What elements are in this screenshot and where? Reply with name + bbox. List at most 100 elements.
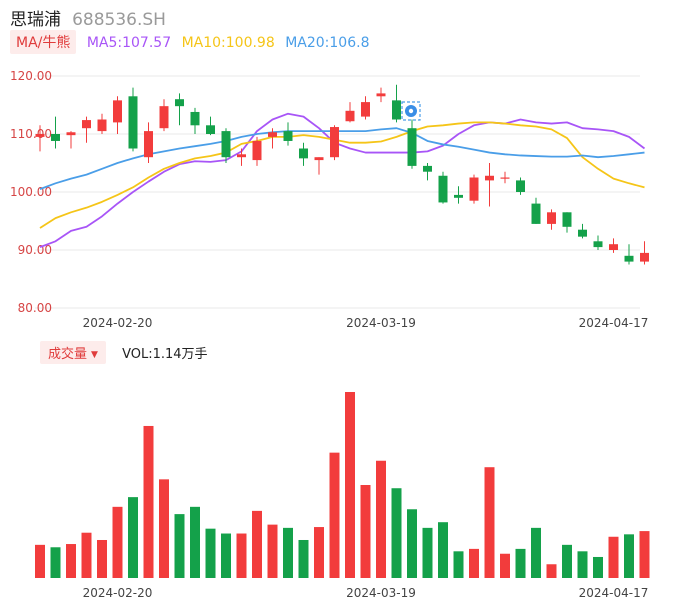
candle-body [423, 165, 432, 172]
volume-bar [236, 533, 247, 578]
candle [159, 99, 169, 132]
volume-bar [562, 544, 572, 578]
volume-date-axis: 2024-02-20 2024-03-19 2024-04-17 [83, 586, 649, 600]
candle [376, 87, 386, 103]
stock-code: 688536.SH [72, 10, 166, 30]
x-tick-label: 2024-04-17 [579, 586, 649, 600]
candle-body [66, 132, 76, 136]
candle [206, 116, 215, 136]
volume-bar [50, 547, 61, 578]
candle [624, 244, 634, 265]
volume-bar [143, 425, 154, 578]
candle [144, 122, 153, 163]
ma10-line [39, 121, 645, 229]
volume-bar [221, 533, 231, 578]
candle [97, 113, 107, 134]
x-tick-label: 2024-04-17 [579, 316, 649, 330]
volume-bar [500, 553, 510, 578]
candle [407, 119, 417, 169]
candle-body [190, 111, 200, 126]
price-grid [35, 75, 640, 309]
volume-bar [97, 539, 107, 578]
candle [469, 174, 479, 204]
candle [562, 212, 572, 233]
volume-bar [546, 564, 557, 578]
candle-body [221, 131, 231, 158]
candle-body [500, 177, 510, 179]
volume-bar [252, 510, 262, 578]
candle-body [97, 119, 107, 132]
volume-bar [190, 506, 200, 578]
candle [66, 131, 76, 149]
candle-body [144, 131, 153, 158]
volume-bar [174, 514, 185, 578]
candle [593, 235, 603, 250]
candle [516, 177, 525, 195]
candle-body [407, 128, 417, 166]
volume-toggle-button[interactable]: 成交量 ▼ [40, 341, 106, 364]
volume-bar [484, 467, 495, 578]
candle-body [578, 229, 587, 237]
volume-bar [453, 551, 464, 578]
volume-bar [360, 485, 371, 578]
ma-lines [39, 112, 646, 248]
candle [609, 238, 618, 253]
candle [531, 197, 541, 224]
candle-body [469, 177, 479, 201]
volume-legend: 成交量 ▼ VOL:1.14万手 [40, 341, 208, 364]
volume-bar [515, 548, 526, 578]
volume-bar [128, 497, 138, 578]
marker-center [408, 108, 414, 114]
candle-body [175, 99, 184, 107]
candle-body [438, 175, 448, 203]
x-tick-label: 2024-02-20 [83, 316, 153, 330]
volume-bar [112, 506, 123, 578]
candle-body [128, 96, 138, 149]
candle-body [376, 93, 386, 97]
stock-header: 思瑞浦 688536.SH [10, 5, 166, 30]
candle [361, 96, 370, 120]
volume-bar [469, 548, 479, 578]
candle [640, 241, 649, 265]
candle [345, 102, 355, 123]
volume-bar [205, 528, 216, 578]
candle [547, 209, 556, 230]
candle [314, 157, 324, 175]
candle [423, 163, 432, 181]
candle [221, 128, 231, 163]
ma-legend: MA/牛熊 MA5:107.57 MA10:100.98 MA20:106.8 [10, 30, 369, 54]
ma-toggle-button[interactable]: MA/牛熊 [10, 30, 77, 54]
y-tick-label: 120.00 [10, 69, 52, 83]
candle-body [299, 148, 308, 159]
volume-bar [329, 452, 340, 578]
y-tick-label: 80.00 [18, 301, 52, 315]
volume-bar [531, 527, 541, 578]
volume-bar [298, 539, 309, 578]
volume-bar [35, 544, 45, 578]
candle-body [51, 134, 60, 141]
candle [392, 84, 401, 123]
event-marker-icon[interactable] [401, 101, 421, 121]
candles [35, 84, 649, 265]
candle-body [283, 131, 293, 141]
x-tick-label: 2024-03-19 [346, 586, 416, 600]
volume-bar [422, 527, 433, 578]
candle-body [531, 203, 541, 224]
volume-bar [267, 524, 278, 578]
ma10-label: MA10:100.98 [181, 35, 275, 51]
candle [51, 116, 60, 149]
candle-body [268, 132, 277, 137]
volume-bar [345, 392, 355, 578]
volume-bar [391, 488, 402, 578]
ma20-label: MA20:106.8 [285, 35, 370, 51]
ma20-line [39, 127, 645, 190]
volume-bar [639, 531, 650, 578]
ma5-label: MA5:107.57 [86, 35, 172, 51]
candle [237, 148, 246, 166]
candle [252, 136, 262, 166]
volume-bar [624, 534, 634, 578]
y-tick-label: 110.00 [10, 127, 52, 141]
candle [175, 93, 184, 126]
